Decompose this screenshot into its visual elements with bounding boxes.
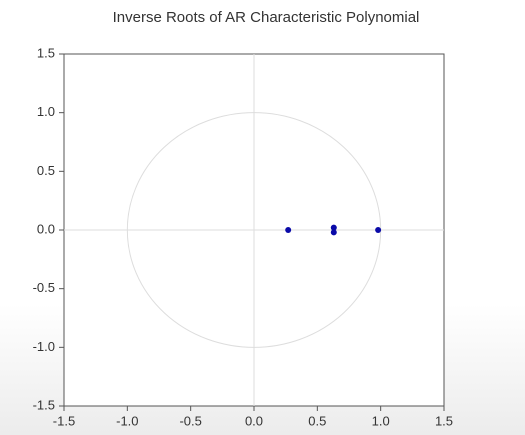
x-tick-label: -1.0 xyxy=(116,413,138,428)
y-tick-label: 1.0 xyxy=(37,104,55,119)
point xyxy=(330,224,337,231)
point xyxy=(375,227,382,233)
y-tick-label: 0.0 xyxy=(37,221,55,236)
y-tick-label: -0.5 xyxy=(33,280,55,295)
y-tick-label: 0.5 xyxy=(37,163,55,178)
x-tick-label: 0.5 xyxy=(308,413,326,428)
x-tick-label: -1.5 xyxy=(53,413,75,428)
y-tick-label: -1.5 xyxy=(33,397,55,412)
y-tick-label: -1.0 xyxy=(33,339,55,354)
y-tick-label: 1.5 xyxy=(37,45,55,60)
x-tick-label: -0.5 xyxy=(179,413,201,428)
x-tick-label: 1.5 xyxy=(435,413,453,428)
x-tick-label: 0.0 xyxy=(245,413,263,428)
point xyxy=(330,229,337,236)
x-tick-label: 1.0 xyxy=(372,413,390,428)
chart-title: Inverse Roots of AR Characteristic Polyn… xyxy=(113,9,420,26)
point xyxy=(285,227,292,233)
